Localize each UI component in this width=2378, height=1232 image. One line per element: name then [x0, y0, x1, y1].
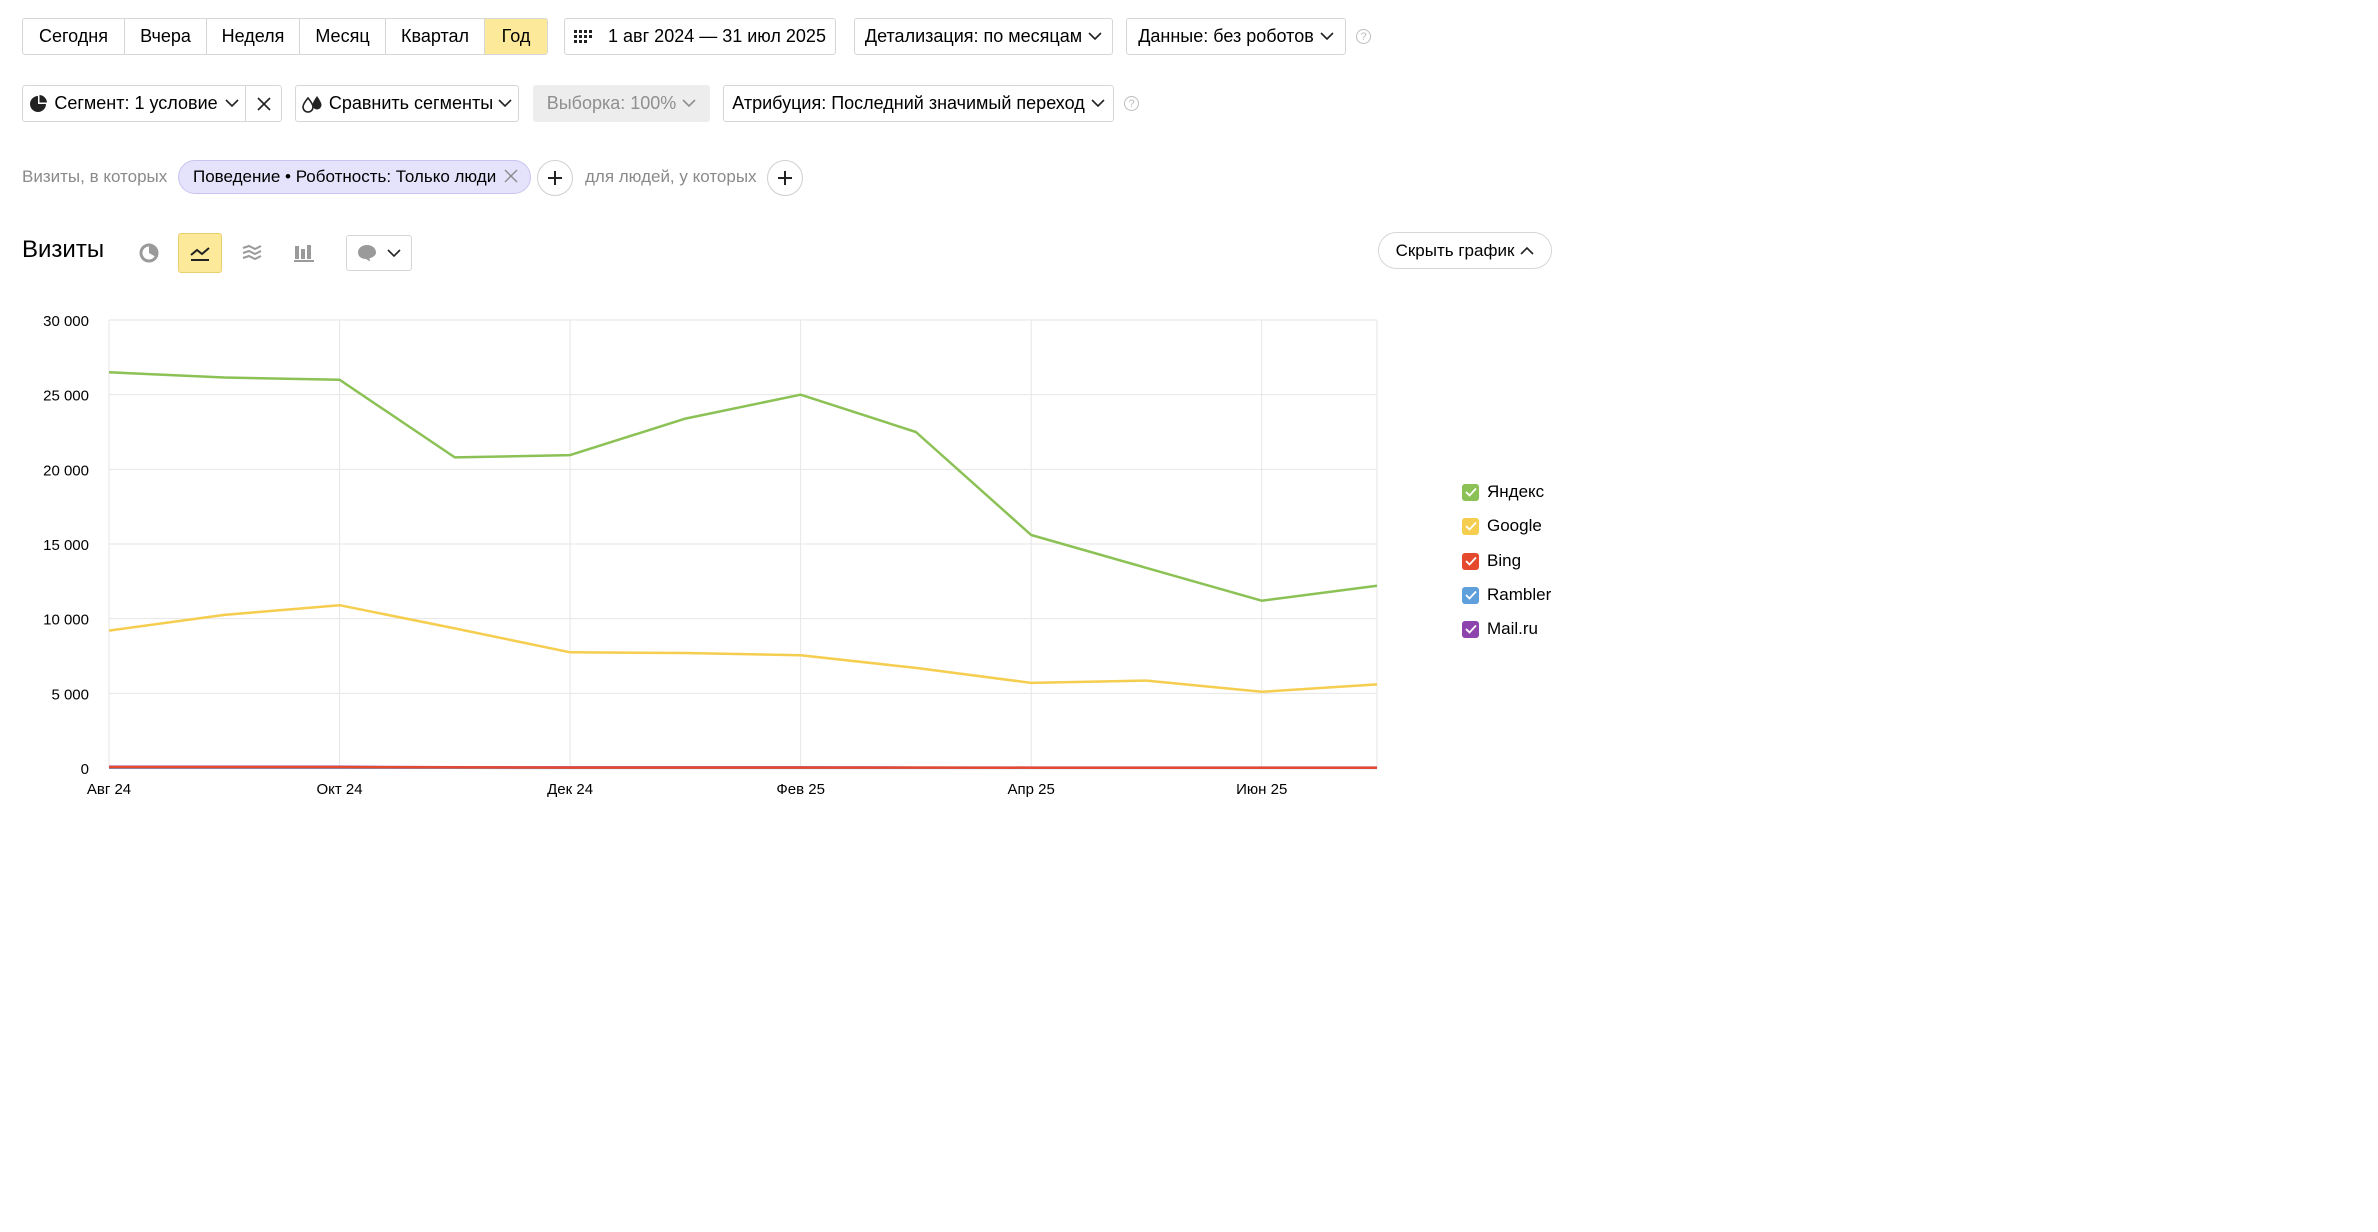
- y-tick-label: 30 000: [43, 313, 89, 330]
- legend-label: Bing: [1487, 551, 1522, 570]
- plus-icon: [778, 171, 792, 185]
- date-range-button[interactable]: 1 авг 2024 — 31 июл 2025: [564, 18, 836, 55]
- hide-chart-button[interactable]: Скрыть график: [1378, 232, 1552, 269]
- legend-item-google[interactable]: Google: [1462, 516, 1542, 536]
- chart-type-pie[interactable]: [127, 233, 171, 273]
- annotations-dropdown[interactable]: [346, 235, 412, 271]
- y-tick-label: 20 000: [43, 462, 89, 479]
- x-tick-label: Фев 25: [776, 781, 825, 798]
- series-line-Яндекс: [108, 371, 1378, 602]
- legend-item-yandex[interactable]: Яндекс: [1462, 482, 1544, 502]
- data-filter-dropdown[interactable]: Данные: без роботов: [1126, 18, 1346, 55]
- chevron-down-icon: [498, 99, 512, 108]
- close-icon[interactable]: [504, 169, 518, 183]
- chevron-down-icon: [225, 99, 239, 108]
- chevron-up-icon: [1520, 246, 1534, 255]
- detalization-dropdown[interactable]: Детализация: по месяцам: [854, 18, 1113, 55]
- legend-item-mailru[interactable]: Mail.ru: [1462, 619, 1538, 639]
- area-chart-icon: [242, 244, 262, 261]
- filter-chip-label: Поведение • Роботность: Только люди: [193, 167, 497, 186]
- date-range-label: 1 авг 2024 — 31 июл 2025: [608, 26, 826, 46]
- visits-filter-prefix: Визиты, в которых: [22, 167, 168, 186]
- x-tick-label: Июн 25: [1236, 781, 1287, 798]
- compare-segments-label: Сравнить сегменты: [328, 93, 494, 113]
- data-filter-label: Данные: без роботов: [1138, 26, 1314, 46]
- plus-icon: [548, 171, 562, 185]
- series-line-Mail.ru: [109, 765, 1377, 769]
- legend-label: Rambler: [1487, 585, 1552, 604]
- help-icon[interactable]: ?: [1356, 29, 1371, 44]
- comment-icon: [358, 245, 376, 262]
- x-tick-label: Апр 25: [1008, 781, 1055, 798]
- chevron-down-icon: [1091, 99, 1105, 108]
- y-tick-label: 5 000: [51, 686, 89, 703]
- legend-item-bing[interactable]: Bing: [1462, 551, 1521, 571]
- pie-chart-icon: [30, 94, 48, 112]
- attribution-label: Атрибуция: Последний значимый переход: [732, 93, 1085, 113]
- checkbox-checked-icon: [1462, 517, 1479, 535]
- tab-week[interactable]: Неделя: [207, 19, 300, 54]
- add-people-condition-button[interactable]: [767, 160, 803, 196]
- x-tick-label: Авг 24: [87, 781, 131, 798]
- line-chart-icon: [190, 247, 210, 261]
- filter-chip[interactable]: Поведение • Роботность: Только люди: [178, 160, 532, 194]
- series-line-Bing: [109, 765, 1377, 769]
- sampling-dropdown: Выборка: 100%: [533, 85, 710, 122]
- chevron-down-icon: [682, 99, 696, 108]
- checkbox-checked-icon: [1462, 620, 1479, 638]
- pie-chart-icon: [139, 243, 159, 263]
- people-filter-prefix: для людей, у которых: [585, 167, 757, 186]
- chart-type-area[interactable]: [230, 233, 274, 273]
- segment-label: Сегмент: 1 условие: [54, 93, 218, 113]
- legend-label: Яндекс: [1487, 482, 1545, 501]
- hide-chart-label: Скрыть график: [1395, 240, 1515, 260]
- bar-chart-icon: [294, 245, 314, 262]
- tab-month[interactable]: Месяц: [300, 19, 386, 54]
- attribution-dropdown[interactable]: Атрибуция: Последний значимый переход: [723, 85, 1114, 122]
- y-tick-label: 15 000: [43, 537, 89, 554]
- x-tick-label: Дек 24: [547, 781, 593, 798]
- calendar-icon: [574, 29, 593, 43]
- clear-segment-button[interactable]: [245, 85, 282, 122]
- tab-year[interactable]: Год: [485, 19, 547, 54]
- sampling-label: Выборка: 100%: [546, 93, 677, 113]
- series-line-Google: [108, 603, 1378, 694]
- report-title: Визиты: [22, 236, 105, 263]
- y-tick-label: 25 000: [43, 388, 89, 405]
- drops-icon: [302, 95, 322, 113]
- legend-item-rambler[interactable]: Rambler: [1462, 585, 1551, 605]
- tab-quarter[interactable]: Квартал: [386, 19, 485, 54]
- y-tick-label: 0: [81, 761, 89, 778]
- legend-label: Google: [1487, 516, 1542, 535]
- legend-label: Mail.ru: [1487, 619, 1539, 638]
- period-tabs: Сегодня Вчера Неделя Месяц Квартал Год: [22, 18, 548, 55]
- detalization-label: Детализация: по месяцам: [864, 26, 1083, 46]
- help-icon[interactable]: ?: [1124, 96, 1139, 111]
- compare-segments-dropdown[interactable]: Сравнить сегменты: [295, 85, 519, 122]
- y-tick-label: 10 000: [43, 612, 89, 629]
- checkbox-checked-icon: [1462, 552, 1479, 570]
- chevron-down-icon: [387, 248, 401, 257]
- tab-today[interactable]: Сегодня: [23, 19, 125, 54]
- chevron-down-icon: [1320, 32, 1334, 41]
- close-icon: [256, 96, 271, 111]
- chart-type-bar[interactable]: [282, 233, 326, 273]
- tab-yesterday[interactable]: Вчера: [125, 19, 207, 54]
- segment-dropdown[interactable]: Сегмент: 1 условие: [22, 85, 246, 122]
- x-tick-label: Окт 24: [316, 781, 362, 798]
- chart-type-line[interactable]: [178, 233, 222, 273]
- checkbox-checked-icon: [1462, 483, 1479, 501]
- chevron-down-icon: [1088, 32, 1102, 41]
- add-visit-condition-button[interactable]: [537, 160, 573, 196]
- checkbox-checked-icon: [1462, 586, 1479, 604]
